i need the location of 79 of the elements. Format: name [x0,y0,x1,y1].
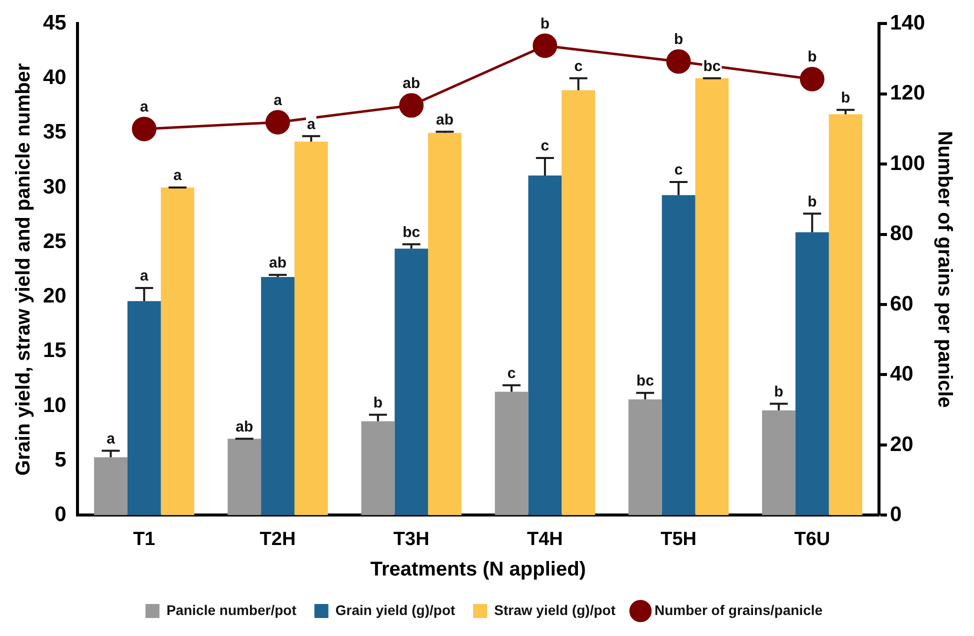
data-label: c [574,58,583,75]
data-label: c [674,162,683,179]
data-label: a [140,268,149,285]
y2-tick-label: 120 [890,82,926,105]
y-tick-label: 25 [43,230,67,253]
bar [762,410,796,516]
legend-label: Number of grains/panicle [654,602,823,618]
data-label: b [373,394,383,412]
bar [127,301,161,516]
y2-tick-label: 100 [890,152,926,175]
data-label: bc [402,224,420,241]
data-label: b [808,48,817,66]
y-tick-label: 5 [54,448,67,472]
y-axis-title: Grain yield, straw yield and panicle number [12,63,35,476]
y2-tick-label: 40 [890,362,914,386]
bar [160,187,194,516]
y-tick-label: 35 [43,120,67,144]
y2-tick-label: 20 [890,432,914,456]
x-tick-label: T1 [133,528,156,550]
bar [528,175,562,516]
y2-axis-title: Number of grains per panicle [933,131,956,408]
x-tick-label: T6U [794,528,830,550]
data-label: a [140,98,149,116]
point [532,33,558,58]
y2-tick-label: 0 [890,502,902,526]
data-label: a [106,430,116,448]
bar [361,421,395,516]
bar [228,438,262,516]
x-tick-label: T2H [260,528,296,550]
bar [562,90,596,516]
point [132,116,156,142]
data-label: ab [269,254,287,272]
bar [628,399,662,516]
y2-tick-label: 80 [890,222,914,246]
data-label: a [274,92,283,109]
bar [294,142,328,516]
bar [662,195,696,516]
legend-label: Panicle number/pot [166,602,297,618]
x-axis-title: Treatments (N applied) [370,558,586,581]
bar [494,392,528,516]
point [800,66,824,92]
data-label: b [840,90,850,107]
y-tick-label: 40 [43,66,66,90]
data-label: c [507,364,516,382]
bar [695,78,729,516]
data-label: b [674,31,684,48]
y-tick-label: 0 [54,502,66,526]
bar [428,132,462,516]
y-tick-label: 10 [43,394,66,417]
bar [828,114,862,516]
data-label: a [173,167,182,184]
legend-label: Straw yield (g)/pot [494,602,616,618]
data-label: a [306,116,316,133]
x-tick-label: T5H [660,528,697,550]
y2-tick-label: 60 [890,292,914,316]
bar [261,277,294,516]
y-tick-label: 20 [43,284,66,308]
bar [795,232,829,516]
data-label: ab [436,111,454,128]
bar [94,457,128,516]
data-label: ab [236,418,254,436]
data-label: b [540,15,550,32]
y-tick-label: 30 [43,175,66,198]
y-tick-label: 45 [43,11,67,34]
data-label: bc [636,372,654,390]
data-label: ab [402,75,420,92]
bar [394,248,428,516]
data-label: b [808,193,817,210]
data-label: b [774,383,784,400]
point [266,110,290,135]
point [666,49,691,74]
legend-label: Grain yield (g)/pot [335,602,456,618]
x-tick-label: T3H [393,528,430,550]
x-tick-label: T4H [527,528,563,550]
y2-tick-label: 140 [890,11,926,34]
y-tick-label: 15 [43,339,67,362]
data-label: c [540,138,550,155]
data-label: bc [703,58,721,75]
point [399,93,424,118]
